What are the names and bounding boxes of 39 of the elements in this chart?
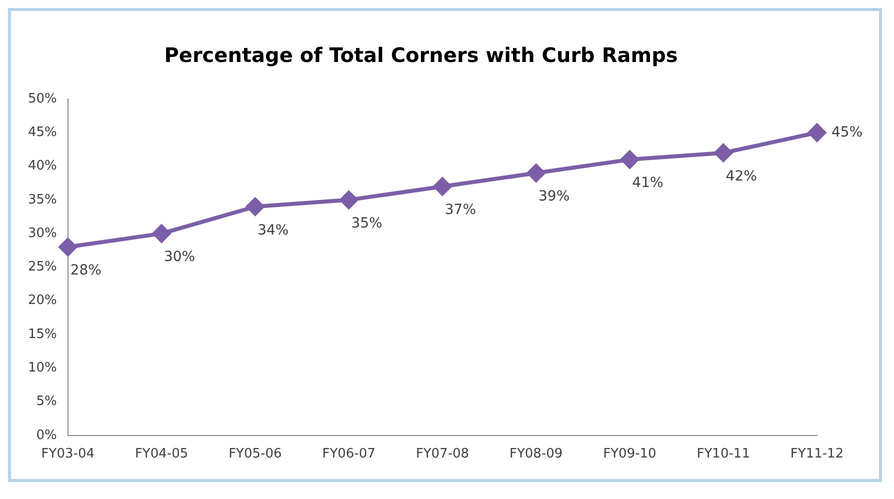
y-tick-label: 45% [28, 125, 57, 140]
point [714, 144, 732, 162]
x-tick-label: FY08-09 [509, 446, 563, 462]
x-tick-label: FY07-08 [416, 446, 470, 462]
data-label: 42% [726, 168, 757, 184]
y-tick-label: 5% [36, 394, 57, 410]
x-tick-label: FY10-11 [696, 446, 750, 462]
data-label: 30% [164, 249, 196, 266]
point [246, 198, 264, 216]
data-label: 39% [538, 188, 570, 205]
y-tick-label: 50% [28, 91, 57, 106]
point [808, 124, 826, 142]
data-label: 34% [258, 222, 289, 238]
data-label: 41% [632, 175, 664, 192]
x-tick-label: FY04-05 [134, 446, 188, 462]
point [433, 177, 452, 196]
y-tick-label: 30% [28, 226, 57, 241]
x-tick-label: FY11-12 [790, 446, 844, 462]
y-tick-label: 10% [28, 360, 57, 376]
chart-title: Percentage of Total Corners with Curb Ramps [164, 43, 678, 68]
y-tick-label: 0% [36, 428, 57, 443]
y-tick-label: 20% [28, 293, 57, 308]
x-tick-label: FY09-10 [603, 446, 656, 462]
point [527, 164, 546, 182]
data-label: 28% [70, 262, 102, 279]
x-tick-label: FY05-06 [228, 446, 282, 462]
data-label: 45% [831, 124, 863, 140]
data-label: 37% [444, 202, 476, 218]
point [620, 150, 639, 169]
y-tick-label: 40% [28, 158, 57, 174]
y-tick-label: 15% [28, 326, 57, 342]
data-label: 35% [351, 216, 382, 232]
point [152, 224, 171, 243]
x-tick-label: FY06-07 [322, 446, 376, 462]
point [340, 190, 358, 209]
point [58, 238, 77, 256]
y-tick-label: 25% [28, 260, 57, 275]
x-tick-label: FY03-04 [41, 446, 94, 462]
y-tick-label: 35% [28, 192, 57, 208]
